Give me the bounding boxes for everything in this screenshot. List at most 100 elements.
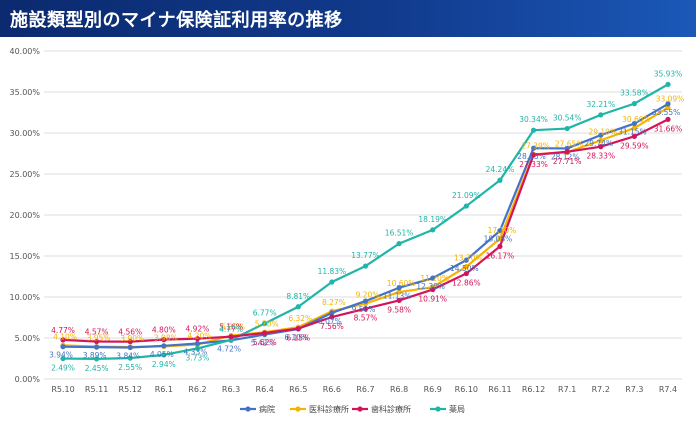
data-label: 4.92%	[186, 325, 210, 334]
data-label: 2.55%	[118, 363, 142, 372]
data-label: 16.17%	[486, 251, 515, 260]
data-point	[262, 320, 268, 327]
data-label: 6.10%	[284, 333, 308, 342]
data-point	[194, 336, 201, 342]
data-label: 4.72%	[217, 344, 241, 353]
data-point	[665, 101, 671, 107]
data-point	[194, 340, 201, 347]
data-label: 5.42%	[251, 339, 275, 348]
y-tick-label: 0.00%	[15, 375, 41, 384]
data-point	[262, 330, 268, 336]
data-labels-1: 4.10% 3.95% 3.90% 3.98% 4.20% 5.30% 5.70% 6.32%…	[53, 95, 684, 343]
data-label: 27.65%	[555, 139, 584, 148]
x-tick-label: R5.11	[85, 385, 108, 394]
y-tick-label: 30.00%	[9, 129, 40, 138]
data-label: 21.09%	[452, 191, 481, 200]
data-point	[60, 344, 66, 350]
data-point	[430, 286, 436, 293]
data-label: 29.59%	[620, 141, 649, 150]
x-tick-label: R6.9	[424, 385, 442, 394]
data-point	[396, 297, 402, 304]
data-label: 29.10%	[588, 127, 617, 136]
data-label: 3.98%	[154, 333, 178, 342]
data-point	[194, 345, 201, 352]
data-label: 11.83%	[318, 267, 347, 276]
data-label: 11.20%	[420, 274, 449, 283]
data-point	[665, 81, 671, 87]
legend-marker	[295, 406, 301, 412]
data-point	[362, 263, 369, 269]
data-label: 28.12%	[551, 152, 580, 161]
legend-marker	[245, 406, 251, 412]
data-point	[665, 116, 671, 122]
data-labels-3: 2.49% 2.45% 2.55% 2.94% 3.73% 4.77% 6.77% 8.81%…	[51, 69, 682, 373]
data-label: 18.08%	[484, 235, 513, 244]
data-point	[127, 344, 133, 351]
data-label: 14.50%	[450, 264, 479, 273]
x-axis: R5.10 R5.11 R5.12 R6.1 R6.2 R6.3 R6.4 R6.5 R6.6 R…	[51, 385, 677, 394]
data-point	[430, 275, 436, 281]
y-tick-label: 10.00%	[9, 293, 40, 302]
x-tick-label: R6.3	[222, 385, 240, 394]
data-label: 12.30%	[416, 282, 445, 291]
data-point	[497, 228, 503, 234]
data-point	[631, 101, 637, 107]
data-label: 4.77%	[51, 326, 75, 335]
data-label: 27.33%	[519, 160, 548, 169]
data-label: 13.77%	[351, 251, 380, 260]
data-label: 2.45%	[85, 364, 109, 373]
data-label: 33.55%	[652, 108, 681, 117]
data-label: 28.15%	[517, 152, 546, 161]
x-tick-label: R6.11	[488, 385, 511, 394]
y-tick-label: 35.00%	[9, 88, 40, 97]
data-point	[463, 203, 469, 209]
data-point	[631, 120, 637, 127]
data-point	[530, 127, 537, 133]
data-label: 2.49%	[51, 364, 75, 373]
x-tick-label: R6.4	[256, 385, 274, 394]
data-point	[396, 289, 402, 295]
data-point	[598, 112, 604, 118]
data-point	[631, 125, 637, 131]
legend-marker	[357, 406, 363, 412]
data-label: 4.10%	[53, 332, 77, 341]
data-point	[295, 304, 301, 310]
data-point	[161, 337, 167, 343]
data-point	[497, 177, 503, 183]
line-chart: 0.00% 5.00% 10.00% 15.00% 20.00% 25.00% 30.00%…	[9, 47, 684, 414]
data-labels-0: 3.94% 3.89% 3.84% 4.05% 4.33% 4.72% 5.42% 6.10%…	[49, 108, 680, 361]
data-point	[228, 334, 234, 340]
data-label: 10.60%	[387, 279, 416, 288]
data-point	[161, 343, 167, 349]
data-point	[329, 314, 335, 320]
data-label: 10.91%	[418, 295, 447, 304]
x-tick-label: R7.4	[659, 385, 677, 394]
data-label: 6.32%	[288, 314, 312, 323]
data-point	[598, 137, 604, 143]
data-label: 3.89%	[83, 351, 107, 360]
data-label: 35.93%	[654, 69, 683, 78]
data-point	[94, 338, 100, 345]
data-label: 4.77%	[219, 325, 243, 334]
x-tick-label: R5.12	[119, 385, 142, 394]
x-tick-label: R6.12	[522, 385, 545, 394]
data-label: 18.19%	[418, 215, 447, 224]
x-tick-label: R6.1	[155, 385, 173, 394]
data-point	[631, 133, 637, 139]
data-label: 4.05%	[150, 350, 174, 359]
data-label: 27.39%	[521, 141, 550, 150]
data-label: 11.13%	[383, 292, 412, 301]
data-point	[463, 257, 469, 263]
x-tick-label: R6.2	[188, 385, 206, 394]
data-label: 4.33%	[184, 347, 208, 356]
data-label: 17.10%	[488, 226, 517, 235]
data-point	[161, 352, 167, 358]
data-label: 6.77%	[253, 308, 277, 317]
data-point	[329, 279, 335, 285]
data-label: 6.15%	[286, 334, 310, 343]
data-label: 8.07%	[318, 317, 342, 326]
data-label: 5.16%	[219, 323, 243, 332]
data-point	[530, 152, 537, 158]
series-2	[60, 116, 671, 345]
data-label: 9.50%	[352, 305, 376, 314]
